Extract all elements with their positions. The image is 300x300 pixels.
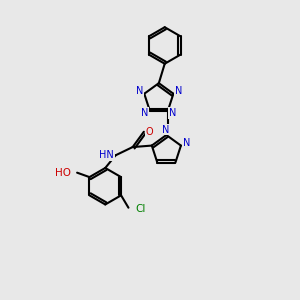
- Text: N: N: [162, 125, 169, 135]
- Text: HO: HO: [55, 168, 70, 178]
- Text: N: N: [141, 108, 148, 118]
- Text: HN: HN: [99, 150, 114, 160]
- Text: N: N: [182, 138, 190, 148]
- Text: Cl: Cl: [135, 204, 145, 214]
- Text: N: N: [136, 86, 143, 96]
- Text: N: N: [175, 86, 182, 96]
- Text: O: O: [145, 127, 153, 137]
- Text: N: N: [169, 108, 176, 118]
